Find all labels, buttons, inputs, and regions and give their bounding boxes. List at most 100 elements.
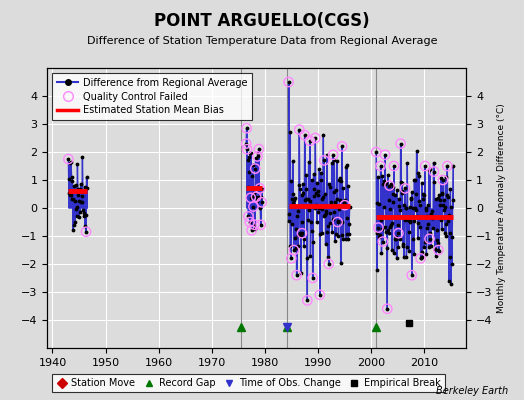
Point xyxy=(434,247,443,253)
Point xyxy=(309,275,317,281)
Point xyxy=(392,254,401,261)
Point xyxy=(309,275,317,281)
Point xyxy=(397,178,405,185)
Point xyxy=(392,236,400,242)
Point xyxy=(247,227,256,234)
Point xyxy=(379,204,388,210)
Point xyxy=(292,272,301,278)
Point xyxy=(375,201,384,208)
Point xyxy=(246,195,255,201)
Point xyxy=(404,215,412,221)
Point xyxy=(335,206,343,212)
Point xyxy=(434,247,443,253)
Point xyxy=(327,199,335,205)
Point xyxy=(253,196,261,202)
Point xyxy=(400,216,409,223)
Point xyxy=(301,196,309,203)
Point xyxy=(82,229,90,235)
Point xyxy=(323,229,332,236)
Point xyxy=(296,186,304,192)
Point xyxy=(250,226,259,233)
Point xyxy=(438,226,446,232)
Point xyxy=(390,163,398,169)
Point xyxy=(435,202,444,208)
Point xyxy=(253,198,261,204)
Point xyxy=(70,222,79,229)
Legend: Station Move, Record Gap, Time of Obs. Change, Empirical Break: Station Move, Record Gap, Time of Obs. C… xyxy=(52,374,444,392)
Point xyxy=(345,204,354,210)
Point xyxy=(329,152,337,158)
Point xyxy=(378,226,386,232)
Point xyxy=(439,177,447,183)
Point xyxy=(344,236,353,242)
Point xyxy=(323,152,331,158)
Point xyxy=(343,214,352,221)
Point xyxy=(385,182,394,189)
Point xyxy=(244,213,253,220)
Point xyxy=(436,217,445,224)
Point xyxy=(403,217,412,224)
Point xyxy=(69,227,77,234)
Point xyxy=(332,186,341,193)
Point xyxy=(395,196,403,202)
Point xyxy=(423,213,431,219)
Point xyxy=(447,261,456,268)
Point xyxy=(401,185,409,192)
Point xyxy=(435,248,443,254)
Point xyxy=(384,172,392,178)
Point xyxy=(330,189,339,195)
Point xyxy=(244,213,253,220)
Point xyxy=(64,156,73,162)
Point xyxy=(417,255,425,262)
Point xyxy=(258,186,266,193)
Point xyxy=(67,159,75,165)
Point xyxy=(387,221,395,228)
Point xyxy=(447,204,455,210)
Point xyxy=(430,179,439,185)
Point xyxy=(287,255,296,262)
Point xyxy=(72,204,81,210)
Point xyxy=(416,202,424,208)
Point xyxy=(415,198,423,204)
Point xyxy=(439,177,447,183)
Point xyxy=(306,138,314,144)
Point xyxy=(448,234,456,240)
Point xyxy=(324,261,333,267)
Point xyxy=(391,191,399,198)
Point xyxy=(377,250,386,256)
Point xyxy=(81,212,90,218)
Point xyxy=(74,213,83,220)
Point xyxy=(432,237,441,244)
Point xyxy=(244,184,252,191)
Point xyxy=(307,202,315,208)
Point xyxy=(303,297,311,304)
Point xyxy=(303,297,311,304)
Point xyxy=(287,255,296,262)
Point xyxy=(425,236,434,242)
Point xyxy=(422,204,430,211)
Point xyxy=(410,218,418,224)
Point xyxy=(324,261,333,267)
Point xyxy=(289,190,298,197)
Point xyxy=(285,79,293,85)
Point xyxy=(433,195,442,201)
Point xyxy=(246,195,255,201)
Point xyxy=(386,206,394,212)
Point xyxy=(257,199,266,206)
Point xyxy=(439,202,447,208)
Point xyxy=(407,195,415,201)
Point xyxy=(313,192,322,198)
Point xyxy=(376,163,385,169)
Point xyxy=(426,166,434,172)
Point xyxy=(376,232,384,238)
Point xyxy=(309,239,318,245)
Point xyxy=(289,200,297,206)
Point xyxy=(321,240,330,247)
Point xyxy=(246,150,255,156)
Point xyxy=(388,220,396,226)
Point xyxy=(254,150,262,157)
Point xyxy=(397,180,406,186)
Point xyxy=(243,125,251,131)
Point xyxy=(341,202,349,208)
Point xyxy=(418,180,426,186)
